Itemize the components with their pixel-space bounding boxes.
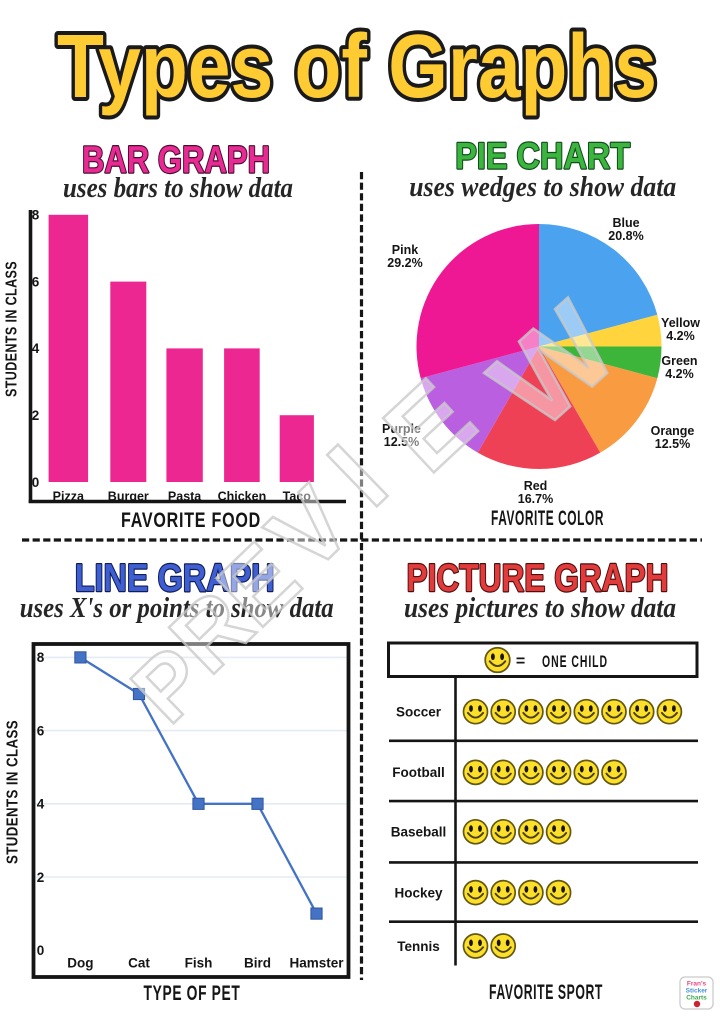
svg-text:8: 8 (32, 208, 40, 223)
svg-text:Burger: Burger (108, 490, 149, 504)
svg-text:Hockey: Hockey (394, 885, 443, 900)
svg-text:uses bars to show data: uses bars to show data (63, 173, 293, 204)
svg-text:PIE CHART: PIE CHART (455, 136, 630, 177)
svg-text:12.5%: 12.5% (655, 437, 690, 451)
svg-text:Soccer: Soccer (396, 705, 442, 720)
svg-text:TYPE OF PET: TYPE OF PET (144, 982, 241, 1005)
svg-text:LINE GRAPH: LINE GRAPH (75, 557, 275, 600)
svg-text:4.2%: 4.2% (665, 367, 694, 381)
svg-text:4.2%: 4.2% (666, 329, 695, 343)
svg-text:FAVORITE SPORT: FAVORITE SPORT (489, 981, 603, 1004)
svg-text:4: 4 (32, 341, 40, 356)
svg-text:20.8%: 20.8% (608, 229, 643, 243)
svg-text:Dog: Dog (67, 956, 93, 971)
svg-text:Chicken: Chicken (218, 490, 267, 504)
svg-text:8: 8 (37, 650, 45, 665)
svg-text:2: 2 (32, 408, 40, 423)
svg-text:4: 4 (37, 797, 45, 812)
svg-text:6: 6 (32, 274, 40, 289)
svg-text:6: 6 (37, 723, 45, 738)
svg-text:29.2%: 29.2% (387, 256, 422, 270)
svg-text:Orange: Orange (651, 424, 695, 438)
svg-text:Purple: Purple (382, 422, 421, 436)
svg-text:Types of Graphs: Types of Graphs (57, 17, 657, 117)
svg-text:ONE CHILD: ONE CHILD (542, 653, 608, 671)
svg-text:FAVORITE FOOD: FAVORITE FOOD (121, 509, 261, 532)
svg-text:Green: Green (661, 354, 697, 368)
svg-text:Bird: Bird (244, 956, 271, 971)
svg-text:0: 0 (37, 943, 45, 958)
svg-text:STUDENTS IN CLASS: STUDENTS IN CLASS (5, 720, 22, 864)
svg-text:Fran's: Fran's (687, 981, 707, 988)
svg-text:Football: Football (392, 765, 445, 780)
svg-text:Sticker: Sticker (686, 988, 708, 995)
svg-text:16.7%: 16.7% (518, 492, 553, 506)
svg-text:Pizza: Pizza (53, 490, 85, 504)
svg-text:PICTURE GRAPH: PICTURE GRAPH (407, 557, 669, 600)
svg-text:uses pictures to show data: uses pictures to show data (404, 593, 676, 624)
svg-text:Tennis: Tennis (397, 939, 440, 954)
svg-text:Pasta: Pasta (168, 490, 202, 504)
svg-text:Cat: Cat (128, 956, 150, 971)
svg-text:Yellow: Yellow (661, 316, 700, 330)
svg-text:STUDENTS IN CLASS: STUDENTS IN CLASS (4, 261, 21, 397)
svg-text:2: 2 (37, 870, 45, 885)
svg-text:Blue: Blue (612, 216, 639, 230)
svg-text:Red: Red (524, 479, 548, 493)
svg-text:12.5%: 12.5% (384, 435, 419, 449)
svg-text:Hamster: Hamster (289, 956, 344, 971)
svg-text:Taco: Taco (283, 490, 312, 504)
svg-text:uses wedges to show data: uses wedges to show data (409, 172, 676, 203)
svg-text:FAVORITE COLOR: FAVORITE COLOR (491, 507, 604, 530)
svg-text:Charts: Charts (686, 995, 707, 1002)
svg-text:0: 0 (32, 475, 40, 490)
svg-text:Pink: Pink (392, 243, 418, 257)
svg-text:BAR GRAPH: BAR GRAPH (82, 140, 270, 182)
svg-text:Fish: Fish (185, 956, 213, 971)
svg-text:=: = (516, 653, 525, 670)
svg-text:uses X's or points to show dat: uses X's or points to show data (20, 593, 334, 624)
svg-text:Baseball: Baseball (391, 825, 447, 840)
